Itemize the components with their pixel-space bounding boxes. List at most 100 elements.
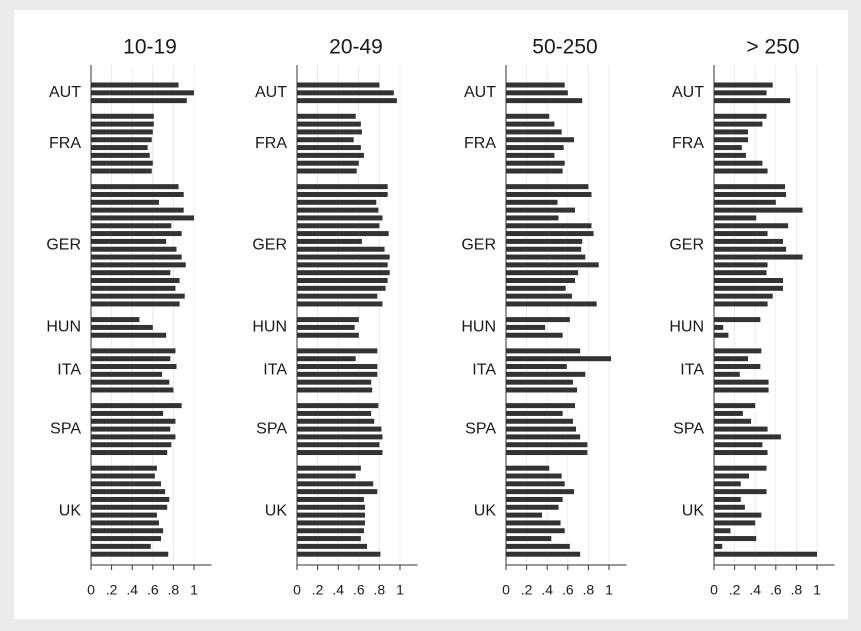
bar: [297, 137, 354, 143]
bar: [91, 387, 174, 393]
bar: [91, 543, 151, 549]
x-tick-label: .8: [168, 582, 180, 598]
bar: [714, 207, 803, 213]
bar: [506, 434, 581, 440]
group-label: HUN: [669, 319, 704, 336]
bar: [297, 231, 389, 237]
bar: [506, 379, 573, 385]
bar: [506, 215, 559, 221]
bar: [91, 285, 176, 291]
bar: [506, 121, 555, 127]
bar: [506, 223, 592, 229]
bar: [506, 145, 564, 151]
bar: [714, 82, 773, 88]
bar: [91, 254, 182, 260]
bar: [714, 168, 768, 174]
bar: [91, 278, 180, 283]
bar: [91, 442, 172, 448]
bar: [506, 293, 572, 299]
bar: [506, 317, 570, 323]
group-label: HUN: [46, 319, 81, 336]
bar: [297, 246, 385, 252]
x-tick-label: 1: [813, 582, 821, 598]
bar: [714, 317, 761, 323]
x-tick-label: .4: [126, 582, 138, 598]
bar: [506, 528, 565, 534]
bar: [297, 387, 373, 393]
bar: [506, 262, 599, 268]
group-label: FRA: [672, 135, 704, 152]
bar: [714, 496, 741, 502]
bar: [297, 450, 383, 456]
bar: [714, 434, 781, 440]
bar: [91, 481, 162, 487]
bar: [297, 536, 361, 542]
bar: [714, 293, 773, 299]
bar: [297, 426, 382, 432]
bar: [714, 403, 756, 409]
x-tick-label: .6: [147, 582, 159, 598]
bar: [297, 465, 361, 471]
bar: [91, 262, 186, 268]
bar: [506, 82, 565, 88]
bar: [506, 152, 555, 158]
bar: [297, 152, 364, 158]
bar: [91, 137, 152, 143]
bar: [714, 278, 784, 283]
bar: [714, 145, 742, 151]
bar: [714, 129, 748, 135]
bar: [297, 293, 378, 299]
bar: [91, 332, 167, 338]
bar: [297, 481, 374, 487]
x-tick-label: 0: [293, 582, 301, 598]
bar: [297, 82, 380, 88]
bar: [714, 473, 750, 479]
bar: [297, 418, 375, 424]
group-label: SPA: [673, 420, 704, 437]
bar: [506, 387, 578, 393]
x-tick-label: 1: [190, 582, 198, 598]
bar: [297, 238, 362, 244]
bar: [91, 129, 153, 135]
x-tick-label: .2: [521, 582, 533, 598]
bar: [297, 262, 388, 268]
bar: [297, 129, 362, 135]
bar: [506, 450, 588, 456]
x-tick-label: 0: [87, 582, 95, 598]
bar: [714, 465, 767, 471]
group-label: GER: [46, 237, 81, 254]
bar: [714, 98, 791, 104]
bar: [297, 512, 365, 518]
bar: [714, 160, 763, 166]
bar: [714, 356, 748, 362]
bar: [91, 473, 155, 479]
x-tick-label: .6: [353, 582, 365, 598]
bar: [297, 371, 378, 377]
bar: [506, 403, 576, 409]
bar: [91, 528, 164, 534]
bar: [714, 121, 763, 127]
group-label: SPA: [465, 420, 496, 437]
bar: [297, 434, 383, 440]
x-tick-label: 0: [710, 582, 718, 598]
bar: [297, 356, 356, 362]
bar: [714, 223, 789, 229]
bar: [506, 418, 573, 424]
bar: [297, 489, 378, 495]
bar: [91, 199, 159, 205]
x-tick-label: 1: [605, 582, 613, 598]
group-label: ITA: [472, 362, 496, 379]
bar: [714, 270, 767, 276]
bar: [297, 473, 356, 479]
x-tick-label: 1: [396, 582, 404, 598]
group-label: UK: [474, 502, 497, 519]
bar: [297, 98, 397, 104]
bar: [714, 364, 761, 370]
bar: [506, 512, 543, 518]
group-label: HUN: [461, 319, 496, 336]
bar: [297, 191, 388, 197]
x-tick-label: .2: [729, 582, 741, 598]
bar: [506, 113, 550, 119]
bar: [714, 113, 767, 119]
bar: [297, 254, 390, 260]
